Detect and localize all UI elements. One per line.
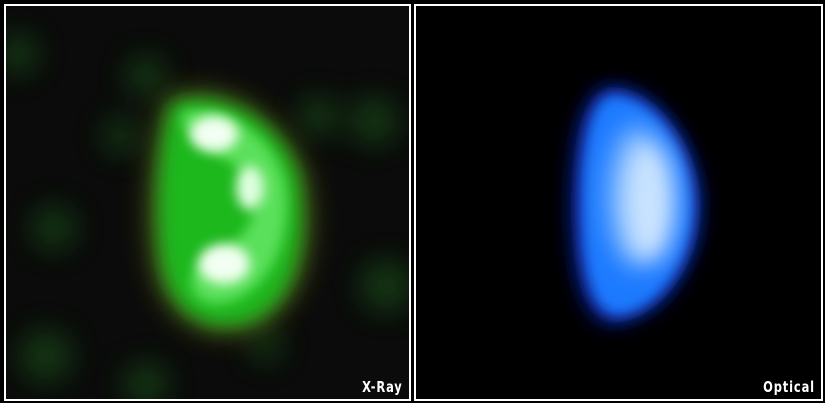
- xray-panel: X-Ray: [4, 4, 411, 401]
- optical-panel: Optical: [414, 4, 823, 401]
- optical-image: [571, 86, 701, 324]
- optical-label: Optical: [763, 378, 815, 396]
- xray-image: [6, 34, 409, 399]
- xray-label: X-Ray: [362, 378, 403, 396]
